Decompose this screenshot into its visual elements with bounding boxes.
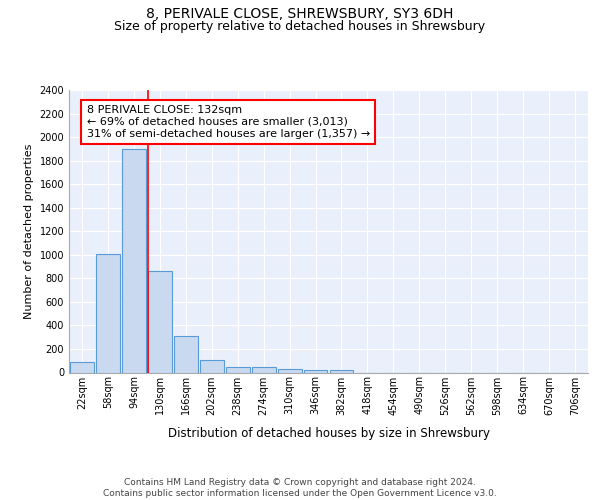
Text: Distribution of detached houses by size in Shrewsbury: Distribution of detached houses by size … — [168, 428, 490, 440]
Bar — [148, 272, 172, 372]
Bar — [251, 367, 275, 372]
Y-axis label: Number of detached properties: Number of detached properties — [24, 144, 34, 319]
Bar — [200, 360, 224, 372]
Bar — [226, 366, 250, 372]
Text: 8 PERIVALE CLOSE: 132sqm
← 69% of detached houses are smaller (3,013)
31% of sem: 8 PERIVALE CLOSE: 132sqm ← 69% of detach… — [86, 106, 370, 138]
Bar — [174, 336, 198, 372]
Bar — [329, 370, 353, 372]
Bar — [70, 362, 94, 372]
Text: Size of property relative to detached houses in Shrewsbury: Size of property relative to detached ho… — [115, 20, 485, 33]
Text: 8, PERIVALE CLOSE, SHREWSBURY, SY3 6DH: 8, PERIVALE CLOSE, SHREWSBURY, SY3 6DH — [146, 8, 454, 22]
Text: Contains HM Land Registry data © Crown copyright and database right 2024.
Contai: Contains HM Land Registry data © Crown c… — [103, 478, 497, 498]
Bar — [278, 369, 302, 372]
Bar — [304, 370, 328, 372]
Bar — [96, 254, 120, 372]
Bar — [122, 149, 146, 372]
